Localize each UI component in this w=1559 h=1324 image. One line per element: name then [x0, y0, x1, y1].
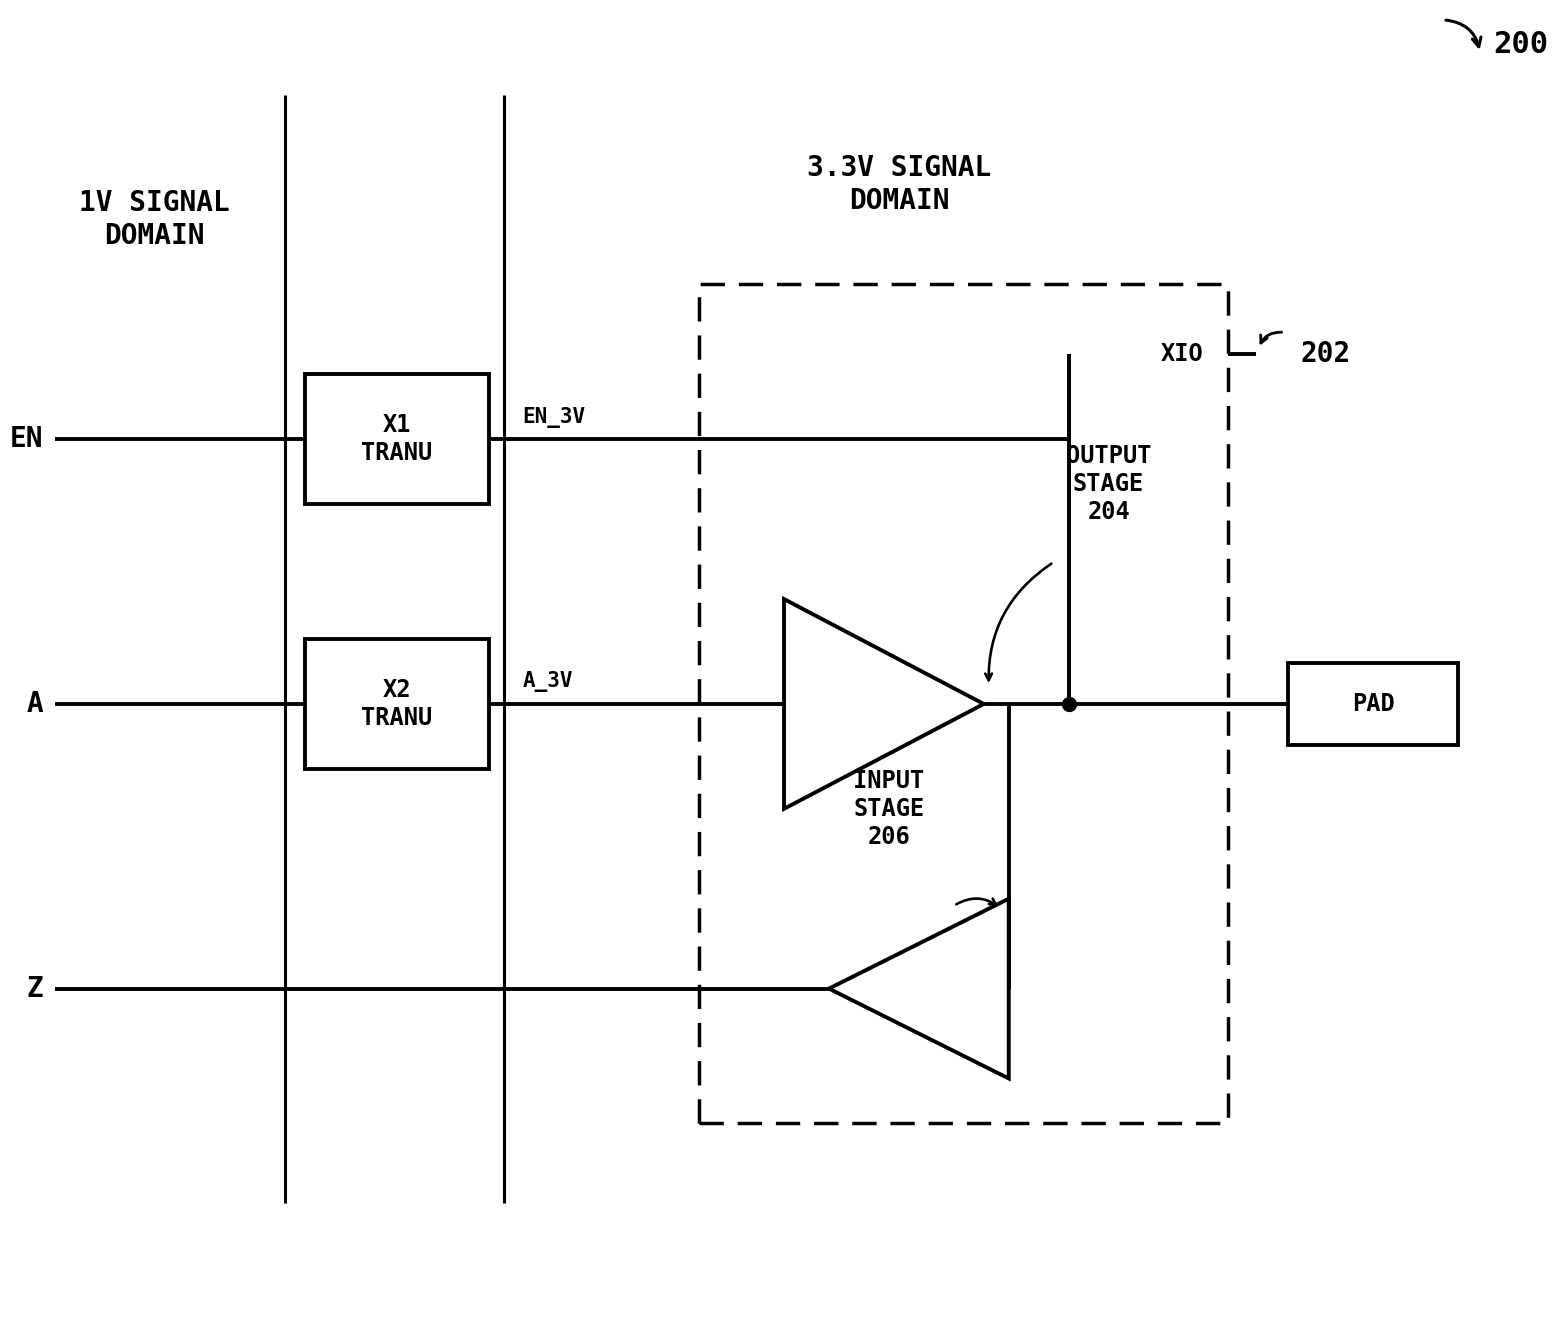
Text: 3.3V SIGNAL
DOMAIN: 3.3V SIGNAL DOMAIN [806, 155, 992, 214]
FancyArrowPatch shape [956, 899, 996, 906]
Text: EN: EN [9, 425, 44, 453]
Text: 200: 200 [1494, 30, 1548, 58]
Text: INPUT
STAGE
206: INPUT STAGE 206 [853, 769, 924, 849]
Bar [304, 639, 490, 769]
Text: 1V SIGNAL
DOMAIN: 1V SIGNAL DOMAIN [80, 189, 231, 250]
Text: X1
TRANU: X1 TRANU [362, 413, 433, 465]
Bar [698, 285, 1228, 1124]
FancyArrowPatch shape [1445, 20, 1481, 46]
Text: A: A [27, 690, 44, 718]
Bar [304, 375, 490, 504]
Text: X2
TRANU: X2 TRANU [362, 678, 433, 730]
Bar [1288, 663, 1458, 745]
FancyArrowPatch shape [1261, 332, 1281, 343]
Text: PAD: PAD [1352, 692, 1395, 716]
Text: 202: 202 [1300, 340, 1350, 368]
Text: EN_3V: EN_3V [522, 406, 586, 428]
Text: A_3V: A_3V [522, 671, 572, 692]
Text: XIO: XIO [1161, 343, 1204, 367]
Text: OUTPUT
STAGE
204: OUTPUT STAGE 204 [1066, 445, 1152, 524]
FancyArrowPatch shape [985, 564, 1051, 681]
Text: Z: Z [27, 974, 44, 1002]
